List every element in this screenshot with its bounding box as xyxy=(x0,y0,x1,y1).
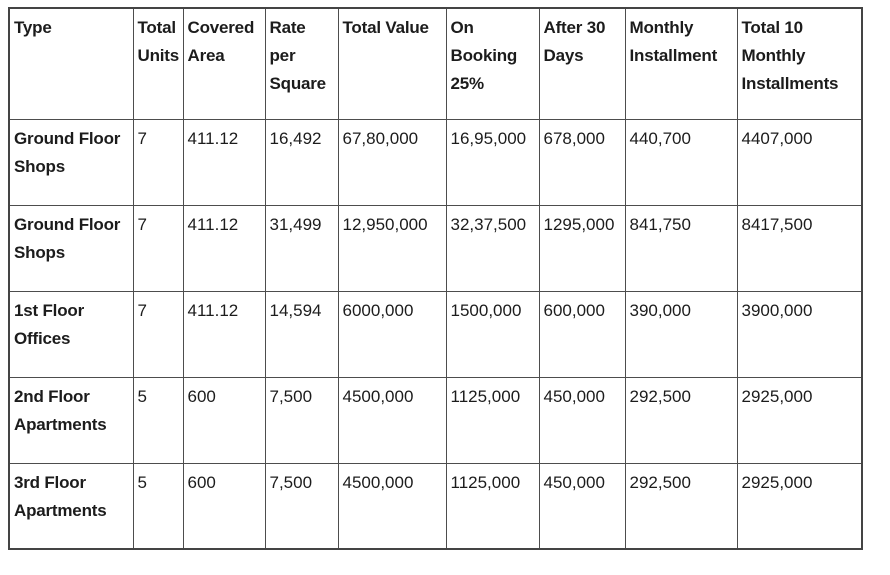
cell-total-10-monthly-installments: 4407,000 xyxy=(736,118,863,206)
cell-type: 2nd Floor Apartments xyxy=(8,376,134,464)
cell-on-booking-25: 16,95,000 xyxy=(445,118,540,206)
cell-total-10-monthly-installments: 2925,000 xyxy=(736,462,863,550)
cell-monthly-installment: 440,700 xyxy=(624,118,738,206)
cell-total-units: 7 xyxy=(132,290,184,378)
cell-total-value: 12,950,000 xyxy=(337,204,447,292)
cell-on-booking-25: 1500,000 xyxy=(445,290,540,378)
cell-on-booking-25: 1125,000 xyxy=(445,376,540,464)
cell-total-10-monthly-installments: 3900,000 xyxy=(736,290,863,378)
cell-covered-area: 411.12 xyxy=(182,290,266,378)
header-row: Type Total Units Covered Area Rate per S… xyxy=(8,7,863,120)
cell-covered-area: 411.12 xyxy=(182,118,266,206)
cell-total-value: 6000,000 xyxy=(337,290,447,378)
cell-after-30-days: 450,000 xyxy=(538,462,626,550)
column-header-rate-per-square: Rate per Square xyxy=(264,7,339,120)
cell-monthly-installment: 292,500 xyxy=(624,376,738,464)
column-header-type: Type xyxy=(8,7,134,120)
cell-covered-area: 411.12 xyxy=(182,204,266,292)
cell-total-value: 4500,000 xyxy=(337,376,447,464)
cell-on-booking-25: 1125,000 xyxy=(445,462,540,550)
cell-type: 3rd Floor Apartments xyxy=(8,462,134,550)
cell-after-30-days: 678,000 xyxy=(538,118,626,206)
cell-covered-area: 600 xyxy=(182,376,266,464)
column-header-total-value: Total Value xyxy=(337,7,447,120)
cell-rate-per-square: 16,492 xyxy=(264,118,339,206)
cell-rate-per-square: 31,499 xyxy=(264,204,339,292)
cell-on-booking-25: 32,37,500 xyxy=(445,204,540,292)
cell-rate-per-square: 7,500 xyxy=(264,462,339,550)
cell-monthly-installment: 292,500 xyxy=(624,462,738,550)
cell-total-10-monthly-installments: 8417,500 xyxy=(736,204,863,292)
payment-plan-table: Type Total Units Covered Area Rate per S… xyxy=(8,7,863,550)
cell-type: 1st Floor Offices xyxy=(8,290,134,378)
cell-type: Ground Floor Shops xyxy=(8,204,134,292)
cell-total-value: 67,80,000 xyxy=(337,118,447,206)
cell-total-value: 4500,000 xyxy=(337,462,447,550)
column-header-monthly-installment: Monthly Installment xyxy=(624,7,738,120)
cell-monthly-installment: 390,000 xyxy=(624,290,738,378)
table-row: 1st Floor Offices 7 411.12 14,594 6000,0… xyxy=(8,290,863,378)
cell-total-units: 7 xyxy=(132,118,184,206)
column-header-covered-area: Covered Area xyxy=(182,7,266,120)
table-row: Ground Floor Shops 7 411.12 16,492 67,80… xyxy=(8,118,863,206)
column-header-on-booking-25: On Booking 25% xyxy=(445,7,540,120)
cell-type: Ground Floor Shops xyxy=(8,118,134,206)
table-row: 3rd Floor Apartments 5 600 7,500 4500,00… xyxy=(8,462,863,550)
column-header-after-30-days: After 30 Days xyxy=(538,7,626,120)
cell-total-units: 7 xyxy=(132,204,184,292)
table-row: 2nd Floor Apartments 5 600 7,500 4500,00… xyxy=(8,376,863,464)
cell-total-10-monthly-installments: 2925,000 xyxy=(736,376,863,464)
cell-rate-per-square: 14,594 xyxy=(264,290,339,378)
cell-total-units: 5 xyxy=(132,462,184,550)
cell-after-30-days: 450,000 xyxy=(538,376,626,464)
table-row: Ground Floor Shops 7 411.12 31,499 12,95… xyxy=(8,204,863,292)
cell-rate-per-square: 7,500 xyxy=(264,376,339,464)
cell-covered-area: 600 xyxy=(182,462,266,550)
cell-after-30-days: 600,000 xyxy=(538,290,626,378)
cell-monthly-installment: 841,750 xyxy=(624,204,738,292)
column-header-total-10-monthly-installments: Total 10 Monthly Installments xyxy=(736,7,863,120)
cell-after-30-days: 1295,000 xyxy=(538,204,626,292)
column-header-total-units: Total Units xyxy=(132,7,184,120)
cell-total-units: 5 xyxy=(132,376,184,464)
